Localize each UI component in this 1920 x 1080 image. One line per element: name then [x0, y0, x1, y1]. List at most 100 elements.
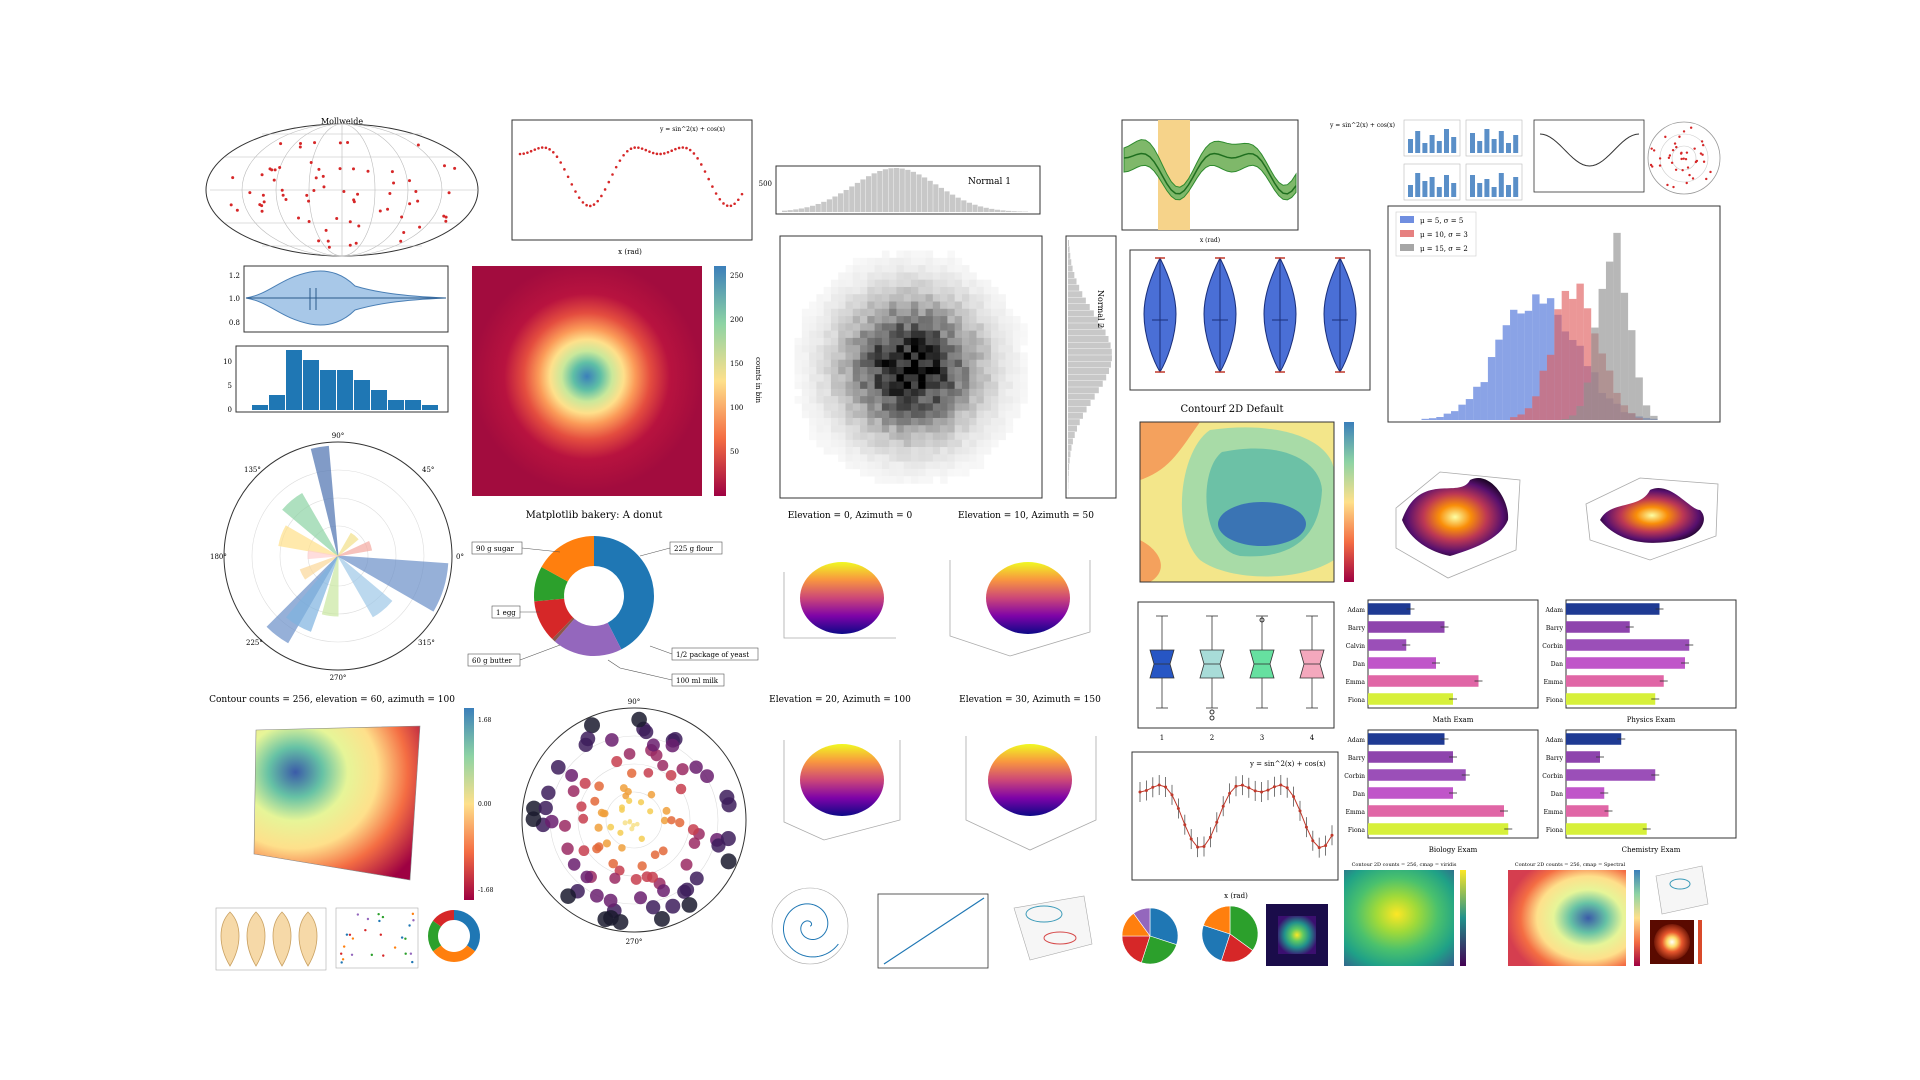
overlap-bar: [1605, 261, 1614, 420]
normal1-ytick: 500: [759, 180, 772, 188]
donut-slice: [541, 536, 594, 582]
hist2d-cell: [932, 294, 941, 302]
sine-point: [540, 146, 544, 149]
hist2d-cell: [903, 265, 912, 273]
exam-category-label: Barry: [1546, 625, 1564, 632]
hist2d-cell: [983, 367, 992, 375]
hist2d-cell: [860, 410, 868, 419]
hist2d-cell: [976, 432, 985, 441]
hist2d-cell: [852, 461, 861, 470]
hist2d-cell: [809, 388, 817, 397]
hist2d-cell: [845, 352, 854, 361]
hist2d-cell: [932, 454, 941, 462]
hist2d-cell: [998, 337, 1006, 346]
bottom-scatter-point: [350, 953, 354, 957]
hist2d-cell: [794, 337, 803, 346]
hist2d-cell: [918, 425, 926, 433]
hist2d-cell: [961, 447, 970, 455]
errorbar-point: [1240, 783, 1244, 787]
overlap-bar: [1576, 406, 1584, 420]
hist2d-cell: [991, 396, 999, 404]
errorbar-point: [1304, 825, 1308, 829]
normal2-bar: [1068, 361, 1111, 368]
hist2d-cell: [940, 425, 948, 433]
overlap-bar: [1591, 327, 1599, 420]
sine-point: [692, 152, 696, 155]
hist2d-cell: [918, 330, 926, 339]
hist2d-cell: [903, 476, 912, 484]
overlap-bar: [1539, 303, 1547, 420]
exam-category-label: Corbin: [1542, 773, 1563, 780]
hist2d-cell: [969, 337, 977, 346]
normal2-bar: [1068, 272, 1075, 278]
mollweide-point: [314, 176, 318, 180]
hist2d-cell: [889, 301, 897, 310]
hist2d-cell: [991, 410, 999, 419]
hist2d-cell: [838, 374, 846, 382]
polar-scatter-point: [665, 898, 681, 914]
hist2d-cell: [918, 454, 926, 462]
hist2d-cell: [947, 432, 955, 441]
exam-category-label: Fiona: [1546, 827, 1564, 834]
hist2d-cell: [918, 352, 926, 361]
sine-point: [592, 203, 596, 206]
hist2d-cell: [830, 381, 839, 390]
sine-point: [674, 147, 677, 151]
bottom-pie-slice: [1202, 905, 1231, 935]
hist2d-cell: [838, 286, 846, 295]
hist2d-cell: [932, 417, 941, 426]
hist2d-cell: [874, 447, 883, 455]
polar-scatter-point: [629, 826, 635, 832]
hist2d-cell: [1012, 367, 1021, 375]
hist2d-cell: [961, 323, 970, 331]
normal2-bar: [1068, 297, 1086, 304]
hist2d-cell: [823, 425, 832, 433]
hist2d-cell: [947, 316, 955, 324]
hist2d-cell: [932, 323, 941, 331]
polar-scatter-point: [681, 897, 698, 913]
sine-point: [629, 147, 633, 151]
hist2d-cell: [867, 279, 875, 288]
hist2d-cell: [947, 250, 955, 259]
mollweide-point: [390, 170, 394, 174]
hist2d-cell: [867, 330, 875, 339]
hist2d-cell: [961, 396, 970, 404]
bottom-pixel-heatmap-panel: [1266, 904, 1328, 966]
small-bar: [1498, 173, 1504, 197]
heatmap-cbar-3: 150: [730, 360, 743, 368]
hist2d-cell: [925, 272, 934, 280]
overlap-bar: [1620, 292, 1629, 420]
hist2d-cell: [874, 388, 883, 397]
hist2d-cell: [845, 286, 854, 295]
hist2d-cell: [794, 374, 803, 382]
overlap-bar: [1487, 357, 1496, 420]
sphere3-title: Elevation = 20, Azimuth = 100: [769, 695, 911, 705]
normal1-bar: [838, 193, 844, 212]
polar-scatter-point: [623, 748, 636, 760]
hist2d-cell: [1005, 330, 1014, 339]
hist2d-cell: [845, 279, 854, 288]
exam-bar: [1368, 621, 1445, 633]
violin-small-ytick-2: 1.0: [229, 295, 240, 303]
hist2d-cell: [889, 396, 897, 404]
small-bars-grid: [1403, 119, 1523, 201]
sine-point: [544, 146, 548, 150]
hist2d-cell: [991, 330, 999, 339]
sine-point: [618, 159, 622, 162]
exam-bar: [1566, 769, 1656, 781]
hist2d-cell: [932, 425, 941, 433]
hist2d-cell: [991, 359, 999, 368]
mollweide-point: [414, 190, 418, 194]
hist2d-cell: [809, 425, 817, 433]
small-polar-point: [1668, 154, 1672, 157]
hist2d-cell: [845, 417, 854, 426]
hist2d-cell: [918, 410, 926, 419]
sine-point: [711, 185, 714, 188]
hist2d-cell: [860, 381, 868, 390]
donut-label-egg: 1 egg: [496, 609, 516, 617]
polar-scatter-point: [630, 873, 642, 885]
polar-scatter-point: [607, 823, 615, 831]
contour3d-panel: Contour counts = 256, elevation = 60, az…: [209, 695, 494, 900]
contour3d-cbar-1: 1.68: [478, 717, 492, 724]
sphere3-panel: Elevation = 20, Azimuth = 100: [769, 695, 911, 841]
